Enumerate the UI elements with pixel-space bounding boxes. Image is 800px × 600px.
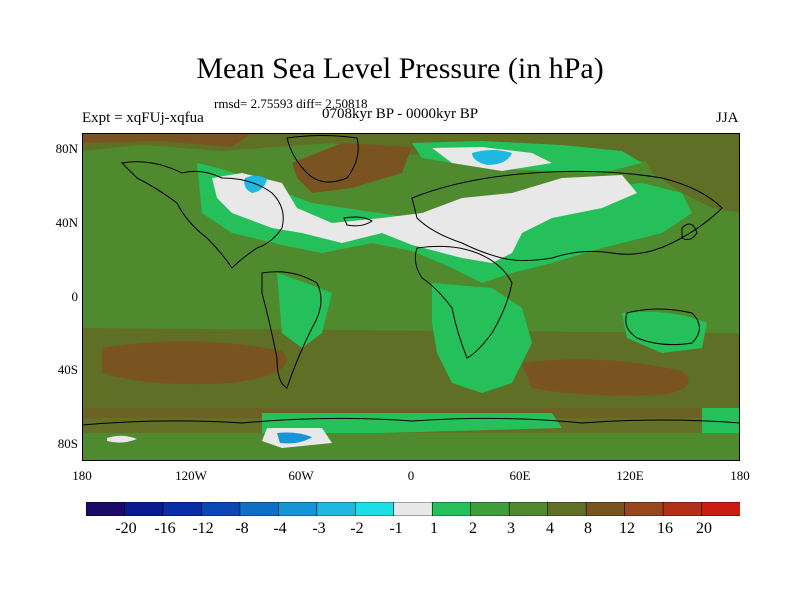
colorbar-swatch (354, 502, 395, 516)
lon-label-60e: 60E (509, 468, 531, 483)
greenland-brown (292, 143, 412, 193)
japan-coast (681, 223, 698, 241)
antarctica-coast (82, 417, 740, 426)
lon-label-60w: 60W (288, 468, 314, 483)
colorbar-swatch (547, 502, 587, 516)
colorbar-swatch (162, 502, 203, 516)
antarctic-blue (277, 432, 312, 444)
uk-coast (343, 216, 373, 227)
colorbar-swatch (662, 502, 703, 516)
colorbar-swatch (470, 502, 510, 516)
colorbar-swatch (701, 502, 740, 516)
pacific-north-olive (642, 151, 740, 213)
lon-label-180e: 180 (730, 468, 750, 483)
colorbar-label: -4 (273, 520, 287, 537)
colorbar-swatch (585, 502, 626, 516)
eurasia-coast (411, 170, 723, 261)
colorbar-label: -8 (235, 520, 249, 537)
south-america-coast (261, 271, 322, 389)
colorbar-label: 2 (469, 520, 477, 537)
colorbar-label: 1 (430, 520, 438, 537)
colorbar-swatch (239, 502, 280, 516)
colorbar (86, 502, 740, 516)
experiment-label: Expt = xqFUj-xqfua (82, 110, 204, 126)
south-pacific-brown (102, 341, 287, 385)
colorbar-swatch (431, 502, 472, 516)
period-label: 0708kyr BP - 0000kyr BP (322, 106, 479, 122)
colorbar-label: 3 (507, 520, 515, 537)
lon-label-120e: 120E (616, 468, 644, 483)
colorbar-swatch (316, 502, 357, 516)
coastlines (82, 135, 740, 426)
lon-label-180w: 180 (72, 468, 92, 483)
lat-label-40s: 40S (57, 362, 78, 377)
stats-label: rmsd= 2.75593 diff= 2.50818 (214, 96, 368, 111)
colorbar-label: 20 (696, 520, 712, 537)
arctic-cyan (472, 150, 512, 165)
africa-green (432, 283, 532, 393)
colorbar-swatch (508, 502, 549, 516)
africa-coast (414, 245, 513, 359)
pressure-map (82, 133, 740, 461)
map-title: Mean Sea Level Pressure (in hPa) (196, 52, 604, 85)
lon-label-0: 0 (407, 468, 415, 483)
colorbar-label: -1 (389, 520, 403, 537)
arctic-brown-west (82, 133, 252, 147)
lat-label-80n: 80N (55, 141, 78, 156)
colorbar-label: -16 (154, 520, 176, 537)
map-border (82, 133, 740, 461)
colorbar-swatch (201, 502, 241, 516)
australia-coast (625, 308, 700, 346)
lat-label-80s: 80S (57, 436, 78, 451)
lat-label-eq: 0 (71, 289, 79, 304)
antarctic-white-west (107, 435, 137, 443)
lat-label-40n: 40N (55, 215, 78, 230)
colorbar-label: 8 (584, 520, 592, 537)
colorbar-label: -12 (192, 520, 214, 537)
colorbar-label: 12 (619, 520, 635, 537)
south-america-green (277, 273, 332, 348)
colorbar-swatch (124, 502, 164, 516)
colorbar-swatch (86, 502, 126, 516)
colorbar-label: -20 (115, 520, 137, 537)
season-label: JJA (716, 110, 739, 126)
colorbar-label: -3 (312, 520, 326, 537)
colorbar-label: -2 (350, 520, 364, 537)
lon-label-120w: 120W (175, 468, 207, 483)
australia-green (622, 311, 707, 353)
colorbar-swatch (624, 502, 664, 516)
neutral-white-zone (212, 173, 637, 263)
colorbar-swatch (278, 502, 318, 516)
colorbar-swatch (393, 502, 434, 516)
greenland-coast (286, 135, 359, 183)
colorbar-label: 16 (657, 520, 673, 537)
colorbar-label: 4 (546, 520, 554, 537)
south-indian-brown (522, 359, 689, 396)
antarctic-green-east (702, 408, 740, 433)
north-america-coast (120, 161, 284, 269)
